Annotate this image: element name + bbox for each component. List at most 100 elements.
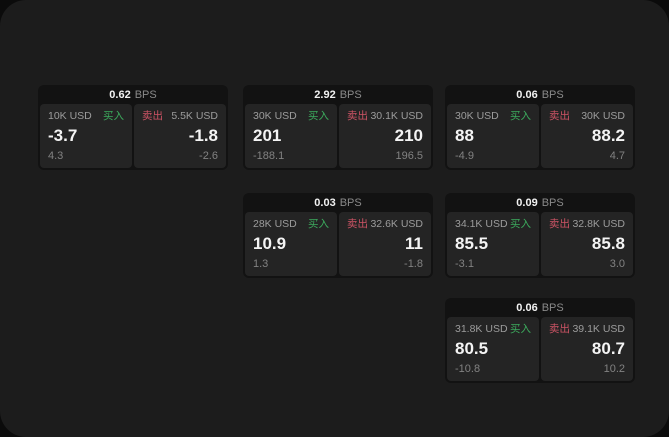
sell-tile[interactable]: 卖出 39.1K USD 80.7 10.2 — [541, 317, 633, 381]
quote-tiles: 30K USD 买入 88 -4.9 卖出 30K USD 88.2 4.7 — [445, 104, 635, 170]
sell-quote: 11 — [405, 234, 423, 253]
buy-amount: 28K USD — [253, 218, 297, 230]
buy-tile-top: 31.8K USD 买入 — [455, 324, 531, 335]
buy-amount: 30K USD — [253, 110, 297, 122]
buy-tile[interactable]: 31.8K USD 买入 80.5 -10.8 — [447, 317, 539, 381]
sell-quote: 210 — [394, 126, 423, 145]
sell-amount: 39.1K USD — [572, 323, 625, 335]
bps-value: 0.06 — [516, 301, 538, 314]
bps-value: 0.06 — [516, 88, 538, 101]
sell-delta: 4.7 — [609, 150, 625, 162]
quote-card: 0.62 BPS 10K USD 买入 -3.7 4.3 卖出 5.5K USD… — [38, 85, 228, 170]
buy-delta: -4.9 — [455, 150, 474, 162]
sell-tile-top: 卖出 5.5K USD — [142, 111, 218, 122]
buy-delta: -3.1 — [455, 258, 474, 270]
bps-value: 0.62 — [109, 88, 131, 101]
bps-unit-label: BPS — [339, 196, 362, 209]
buy-quote: 85.5 — [455, 234, 489, 253]
buy-amount: 31.8K USD — [455, 323, 508, 335]
sell-quote: -1.8 — [188, 126, 218, 145]
buy-side-label: 买入 — [510, 110, 531, 122]
sell-tile-top: 卖出 39.1K USD — [549, 324, 625, 335]
sell-tile[interactable]: 卖出 32.8K USD 85.8 3.0 — [541, 212, 633, 276]
buy-delta: -10.8 — [455, 363, 481, 375]
quote-tiles: 30K USD 买入 201 -188.1 卖出 30.1K USD 210 1… — [243, 104, 433, 170]
buy-tile-top: 30K USD 买入 — [253, 111, 329, 122]
buy-amount: 30K USD — [455, 110, 499, 122]
buy-delta: 4.3 — [48, 150, 64, 162]
sell-amount: 30K USD — [581, 110, 625, 122]
bps-value: 2.92 — [314, 88, 336, 101]
quote-card: 0.06 BPS 30K USD 买入 88 -4.9 卖出 30K USD 8… — [445, 85, 635, 170]
bps-unit-label: BPS — [541, 88, 564, 101]
bps-header: 0.09 BPS — [445, 193, 635, 212]
buy-tile-top: 30K USD 买入 — [455, 111, 531, 122]
sell-amount: 30.1K USD — [370, 110, 423, 122]
quote-tiles: 10K USD 买入 -3.7 4.3 卖出 5.5K USD -1.8 -2.… — [38, 104, 228, 170]
quote-tiles: 28K USD 买入 10.9 1.3 卖出 32.6K USD 11 -1.8 — [243, 212, 433, 278]
sell-side-label: 卖出 — [549, 110, 570, 122]
buy-quote: 88 — [455, 126, 474, 145]
bps-unit-label: BPS — [541, 301, 564, 314]
sell-tile[interactable]: 卖出 30K USD 88.2 4.7 — [541, 104, 633, 168]
buy-amount: 10K USD — [48, 110, 92, 122]
bps-unit-label: BPS — [339, 88, 362, 101]
sell-tile-top: 卖出 30.1K USD — [347, 111, 423, 122]
buy-quote: 201 — [253, 126, 282, 145]
bps-unit-label: BPS — [541, 196, 564, 209]
quote-card: 0.09 BPS 34.1K USD 买入 85.5 -3.1 卖出 32.8K… — [445, 193, 635, 278]
buy-quote: -3.7 — [48, 126, 78, 145]
buy-delta: 1.3 — [253, 258, 269, 270]
sell-side-label: 卖出 — [549, 218, 570, 230]
buy-tile[interactable]: 10K USD 买入 -3.7 4.3 — [40, 104, 132, 168]
bps-value: 0.09 — [516, 196, 538, 209]
quote-tiles: 31.8K USD 买入 80.5 -10.8 卖出 39.1K USD 80.… — [445, 317, 635, 383]
sell-amount: 5.5K USD — [171, 110, 218, 122]
bps-header: 2.92 BPS — [243, 85, 433, 104]
buy-tile[interactable]: 30K USD 买入 88 -4.9 — [447, 104, 539, 168]
sell-delta: 10.2 — [603, 363, 625, 375]
bps-header: 0.06 BPS — [445, 85, 635, 104]
buy-side-label: 买入 — [510, 218, 531, 230]
quote-card: 0.06 BPS 31.8K USD 买入 80.5 -10.8 卖出 39.1… — [445, 298, 635, 383]
sell-tile[interactable]: 卖出 30.1K USD 210 196.5 — [339, 104, 431, 168]
sell-tile[interactable]: 卖出 5.5K USD -1.8 -2.6 — [134, 104, 226, 168]
sell-quote: 80.7 — [591, 339, 625, 358]
sell-side-label: 卖出 — [142, 110, 163, 122]
bps-unit-label: BPS — [134, 88, 157, 101]
sell-quote: 88.2 — [591, 126, 625, 145]
sell-delta: 3.0 — [609, 258, 625, 270]
buy-tile-top: 34.1K USD 买入 — [455, 219, 531, 230]
buy-tile-top: 28K USD 买入 — [253, 219, 329, 230]
sell-amount: 32.6K USD — [370, 218, 423, 230]
buy-delta: -188.1 — [253, 150, 285, 162]
sell-delta: 196.5 — [395, 150, 423, 162]
buy-quote: 10.9 — [253, 234, 287, 253]
sell-quote: 85.8 — [591, 234, 625, 253]
bps-header: 0.62 BPS — [38, 85, 228, 104]
buy-side-label: 买入 — [308, 110, 329, 122]
bps-header: 0.06 BPS — [445, 298, 635, 317]
buy-side-label: 买入 — [103, 110, 124, 122]
buy-side-label: 买入 — [308, 218, 329, 230]
bps-value: 0.03 — [314, 196, 336, 209]
sell-tile-top: 卖出 30K USD — [549, 111, 625, 122]
sell-tile[interactable]: 卖出 32.6K USD 11 -1.8 — [339, 212, 431, 276]
quote-card: 0.03 BPS 28K USD 买入 10.9 1.3 卖出 32.6K US… — [243, 193, 433, 278]
sell-tile-top: 卖出 32.6K USD — [347, 219, 423, 230]
buy-tile[interactable]: 34.1K USD 买入 85.5 -3.1 — [447, 212, 539, 276]
sell-amount: 32.8K USD — [572, 218, 625, 230]
sell-delta: -1.8 — [404, 258, 423, 270]
sell-tile-top: 卖出 32.8K USD — [549, 219, 625, 230]
buy-tile[interactable]: 28K USD 买入 10.9 1.3 — [245, 212, 337, 276]
buy-quote: 80.5 — [455, 339, 489, 358]
sell-side-label: 卖出 — [347, 218, 368, 230]
sell-side-label: 卖出 — [549, 323, 570, 335]
bps-header: 0.03 BPS — [243, 193, 433, 212]
buy-tile-top: 10K USD 买入 — [48, 111, 124, 122]
buy-tile[interactable]: 30K USD 买入 201 -188.1 — [245, 104, 337, 168]
buy-side-label: 买入 — [510, 323, 531, 335]
sell-delta: -2.6 — [199, 150, 218, 162]
buy-amount: 34.1K USD — [455, 218, 508, 230]
sell-side-label: 卖出 — [347, 110, 368, 122]
